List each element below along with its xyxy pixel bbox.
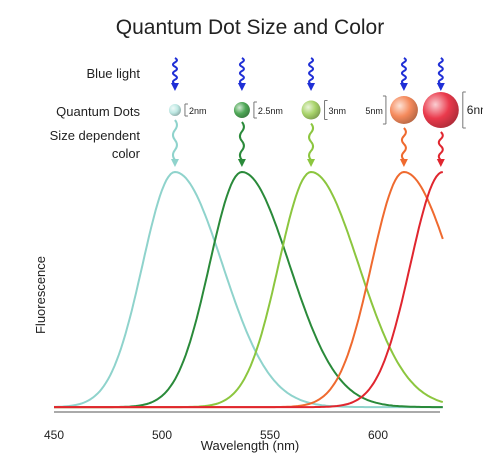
blue-light-arrow-1 <box>170 83 179 91</box>
size-bracket-5 <box>462 91 466 129</box>
dot-size-label-2: 2.5nm <box>258 106 283 116</box>
emitted-light-arrow-2 <box>237 159 246 167</box>
row-label-size-dependent: Size dependent <box>50 128 141 143</box>
dot-size-label-5: 6nm <box>467 103 483 117</box>
row-label-quantum-dots: Quantum Dots <box>56 104 140 119</box>
blue-light-arrow-2 <box>237 83 246 91</box>
x-tick-label-500: 500 <box>152 428 172 442</box>
blue-light-wave-3 <box>308 57 315 85</box>
blue-light-wave-4 <box>400 57 407 85</box>
quantum-dot-1 <box>168 104 181 116</box>
emitted-light-wave-3 <box>308 122 315 161</box>
dot-size-label-1: 2nm <box>189 106 207 116</box>
quantum-dot-4 <box>389 96 418 124</box>
size-bracket-1 <box>184 103 188 117</box>
size-bracket-4 <box>382 95 387 125</box>
x-axis-ticks: 450 500 550 600 <box>44 428 388 442</box>
size-bracket-2 <box>253 101 257 119</box>
x-tick-label-600: 600 <box>368 428 388 442</box>
quantum-dot-5 <box>422 92 459 128</box>
emitted-light-arrow-5 <box>436 159 445 167</box>
blue-light-wave-5 <box>437 57 444 85</box>
x-tick-label-550: 550 <box>260 428 280 442</box>
blue-light-arrow-5 <box>436 83 445 91</box>
emitted-light-wave-4 <box>400 127 407 161</box>
blue-light-wave-2 <box>238 57 245 85</box>
blue-light-wave-1 <box>171 57 178 85</box>
chart-title: Quantum Dot Size and Color <box>116 16 384 39</box>
y-axis-label: Fluorescence <box>33 256 48 334</box>
row-label-color: color <box>112 146 141 161</box>
emitted-light-arrow-4 <box>399 159 408 167</box>
emitted-light-arrow-1 <box>170 159 179 167</box>
emitted-light-wave-1 <box>171 119 178 161</box>
blue-light-arrow-4 <box>399 83 408 91</box>
size-bracket-3 <box>324 100 328 120</box>
emission-curve-6nm <box>54 171 444 409</box>
quantum-dot-illustrations: 2nm 2.5nm 3nm 5nm 6nm <box>168 57 483 167</box>
emitted-light-wave-2 <box>238 121 245 161</box>
quantum-dot-2 <box>233 102 250 118</box>
emission-curve-2nm <box>54 171 443 409</box>
x-tick-label-450: 450 <box>44 428 64 442</box>
emitted-light-arrow-3 <box>307 159 316 167</box>
blue-light-arrow-3 <box>307 83 316 91</box>
quantum-dot-3 <box>301 100 321 120</box>
dot-size-label-3: 3nm <box>329 106 347 116</box>
row-label-blue-light: Blue light <box>87 66 141 81</box>
x-axis-label: Wavelength (nm) <box>201 438 300 453</box>
emitted-light-wave-5 <box>437 131 444 161</box>
dot-size-label-4: 5nm <box>365 106 383 116</box>
emission-curves <box>54 171 444 409</box>
